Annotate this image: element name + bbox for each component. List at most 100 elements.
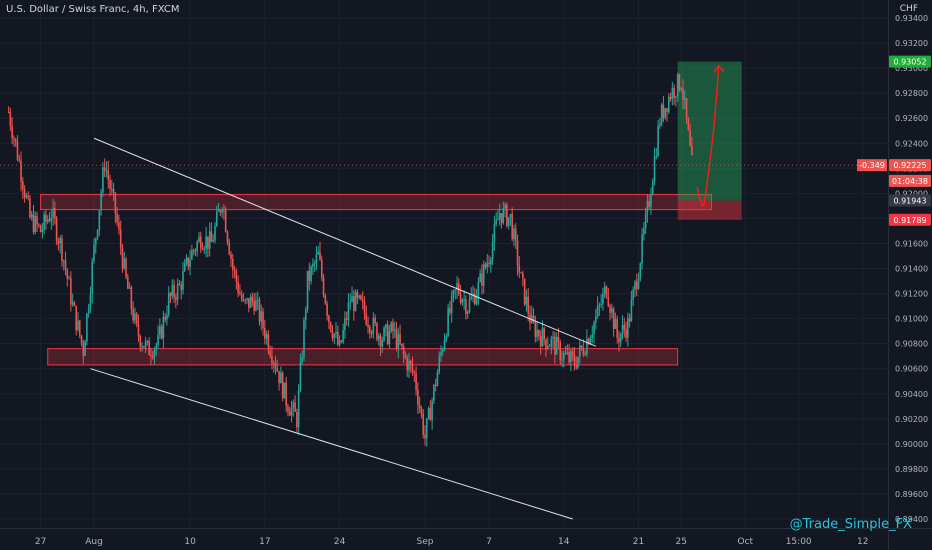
candle-body <box>450 295 453 313</box>
candle-body <box>292 402 295 408</box>
candle-body <box>13 138 15 140</box>
candle-body <box>207 236 209 249</box>
y-tick-label: 0.93400 <box>895 14 928 23</box>
candle-body <box>178 283 181 285</box>
candle-body <box>233 269 236 271</box>
candle-body <box>96 229 99 239</box>
candle-body <box>639 263 642 279</box>
x-tick-label: Sep <box>417 537 434 547</box>
candle-body <box>73 302 76 306</box>
candle-body <box>199 236 202 249</box>
candle-body <box>513 228 515 240</box>
candle-body <box>381 340 384 347</box>
candle-body <box>607 296 610 306</box>
candle-body <box>507 217 510 226</box>
candle-body <box>189 259 191 267</box>
candle-body <box>415 373 417 391</box>
candle-body <box>146 340 149 342</box>
candle-body <box>84 341 86 356</box>
x-tick-label: 10 <box>184 537 196 547</box>
candle-body <box>130 287 133 309</box>
candle-body <box>23 189 26 198</box>
candle-body <box>127 277 129 289</box>
candle-body <box>141 346 143 348</box>
y-tick-label: 0.90400 <box>895 390 928 399</box>
candle-body <box>369 326 371 333</box>
candle-body <box>278 371 280 384</box>
candle-body <box>153 349 156 358</box>
candle-body <box>100 192 102 211</box>
candle-body <box>657 125 659 157</box>
candle-body <box>249 296 252 308</box>
candle-body <box>173 285 175 298</box>
candle-body <box>180 284 182 291</box>
candle-body <box>112 188 115 193</box>
candle-body <box>326 303 328 316</box>
candle-body <box>171 285 174 296</box>
candle-body <box>577 356 579 368</box>
candle-body <box>182 271 184 291</box>
candle-body <box>315 254 318 263</box>
candle-body <box>310 266 312 282</box>
candle-body <box>260 311 263 322</box>
candle-body <box>347 302 350 320</box>
candle-body <box>596 305 599 317</box>
candle-body <box>271 356 273 364</box>
candle-body <box>555 336 558 355</box>
candle-body <box>285 382 287 407</box>
candle-body <box>680 88 683 90</box>
candle-body <box>239 292 241 295</box>
candle-body <box>474 293 476 305</box>
candle-body <box>335 331 337 335</box>
currency-label: CHF <box>899 4 918 14</box>
candle-body <box>614 319 617 329</box>
candle-body <box>392 322 394 331</box>
candle-body <box>338 340 341 345</box>
candle-body <box>486 262 489 268</box>
candle-body <box>559 341 562 361</box>
y-tick-label: 0.89400 <box>895 515 928 524</box>
candle-body <box>411 364 414 372</box>
candle-body <box>655 156 658 158</box>
candle-body <box>520 272 522 274</box>
candle-body <box>137 323 140 337</box>
trendline <box>93 137 597 347</box>
candle-body <box>434 384 437 386</box>
candle-body <box>344 318 346 331</box>
candle-body <box>70 278 72 305</box>
candle-body <box>644 212 647 229</box>
candle-body <box>240 294 243 300</box>
y-tick-label: 0.91000 <box>895 315 928 324</box>
candle-body <box>500 213 503 223</box>
candle-body <box>336 331 339 345</box>
candle-body <box>281 372 284 399</box>
candle-body <box>666 108 668 112</box>
candle-body <box>331 331 334 339</box>
candle-body <box>406 357 408 371</box>
x-tick-label: 27 <box>35 537 46 547</box>
candle-body <box>64 260 67 270</box>
candle-body <box>322 277 325 296</box>
candle-body <box>523 278 526 305</box>
candle-body <box>155 344 158 350</box>
candle-body <box>687 118 690 131</box>
candle-body <box>246 298 248 300</box>
candle-body <box>546 346 549 349</box>
candle-body <box>349 302 352 304</box>
y-tick-label: 0.92000 <box>895 189 928 198</box>
candle-body <box>221 209 223 213</box>
candle-body <box>397 333 400 349</box>
candle-body <box>103 167 106 171</box>
candle-body <box>664 108 667 118</box>
candle-body <box>175 297 177 300</box>
candle-body <box>66 269 69 279</box>
candle-body <box>543 328 546 340</box>
candle-body <box>201 248 204 250</box>
candle-body <box>52 207 54 218</box>
candle-body <box>477 281 480 296</box>
candle-body <box>223 209 225 211</box>
candle-body <box>267 334 270 351</box>
candle-body <box>443 339 446 350</box>
candle-body <box>653 156 656 182</box>
